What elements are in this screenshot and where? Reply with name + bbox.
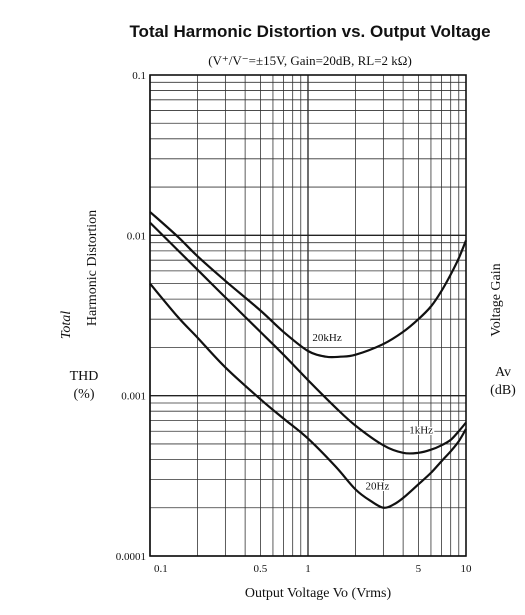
right-axis-label: Voltage Gain <box>489 263 504 336</box>
y-axis-label-harmonic: Harmonic Distortion <box>85 210 100 326</box>
plot-frame <box>149 74 467 557</box>
x-tick-label: 5 <box>416 563 422 575</box>
series-label-20kHz: 20kHz <box>312 332 341 344</box>
series-line-20kHz <box>149 211 468 359</box>
y-axis-symbol: THD <box>70 369 99 384</box>
series-line-1kHz <box>149 221 467 455</box>
plot-curves <box>149 211 468 509</box>
y-tick-labels: 0.0001 0.001 0.01 0.1 <box>116 70 146 563</box>
y-tick-label: 0.01 <box>127 230 146 242</box>
series-labels: 20kHz 1kHz 20Hz <box>311 330 435 494</box>
series-label-20Hz: 20Hz <box>366 480 390 492</box>
x-tick-label: 0.1 <box>154 563 168 575</box>
x-tick-labels: 0.1 0.5 1 5 10 <box>154 563 472 575</box>
right-axis-symbol: Av <box>495 365 511 380</box>
x-tick-label: 0.5 <box>254 563 268 575</box>
y-tick-label: 0.001 <box>121 391 146 403</box>
series-line-20Hz <box>149 282 467 509</box>
y-tick-label: 0.1 <box>132 70 146 82</box>
x-tick-label: 10 <box>461 563 473 575</box>
y-axis-label-total: Total <box>59 311 74 339</box>
test-conditions: (V⁺/V⁻=±15V, Gain=20dB, RL=2 kΩ) <box>208 53 412 68</box>
y-axis-unit: (%) <box>74 387 95 402</box>
right-axis-unit: (dB) <box>490 383 516 398</box>
x-tick-label: 1 <box>305 563 311 575</box>
chart-title: Total Harmonic Distortion vs. Output Vol… <box>129 22 490 41</box>
series-label-1kHz: 1kHz <box>409 425 433 437</box>
plot-grid <box>149 75 466 557</box>
x-axis-label: Output Voltage Vo (Vrms) <box>245 586 392 601</box>
y-tick-label: 0.0001 <box>116 551 146 563</box>
